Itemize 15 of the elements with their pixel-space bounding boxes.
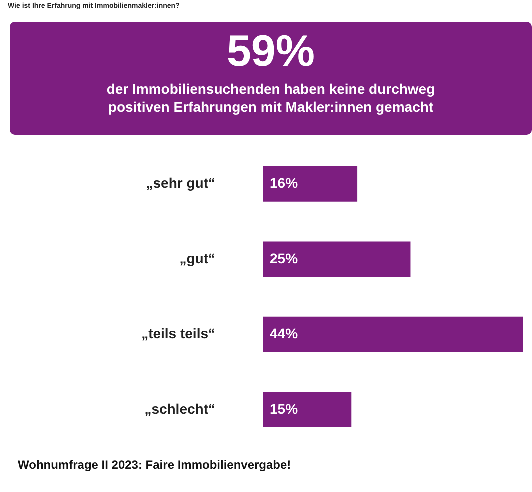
data-label: 16% <box>270 175 299 192</box>
chart-subtitle: 59% <box>226 27 316 76</box>
bar <box>263 166 358 202</box>
bar <box>263 392 352 428</box>
data-label: 44% <box>270 326 299 342</box>
data-label: 25% <box>270 250 299 266</box>
y-tick-label: „sehr gut“ <box>146 175 216 192</box>
text: Wohnumfrage II 2023: Faire Immobilienvergabe! <box>18 458 292 472</box>
y-tick-label: „schlecht“ <box>144 400 216 417</box>
data-label: 15% <box>270 400 299 417</box>
y-tick-label: „teils teils“ <box>142 326 216 342</box>
bar <box>263 242 411 278</box>
bar <box>263 316 523 352</box>
y-tick-label: „gut“ <box>180 250 216 266</box>
text: der Immobiliensuchenden haben keine durchweg positiven Erfahrungen mit Makler:innen gemacht <box>106 80 436 116</box>
